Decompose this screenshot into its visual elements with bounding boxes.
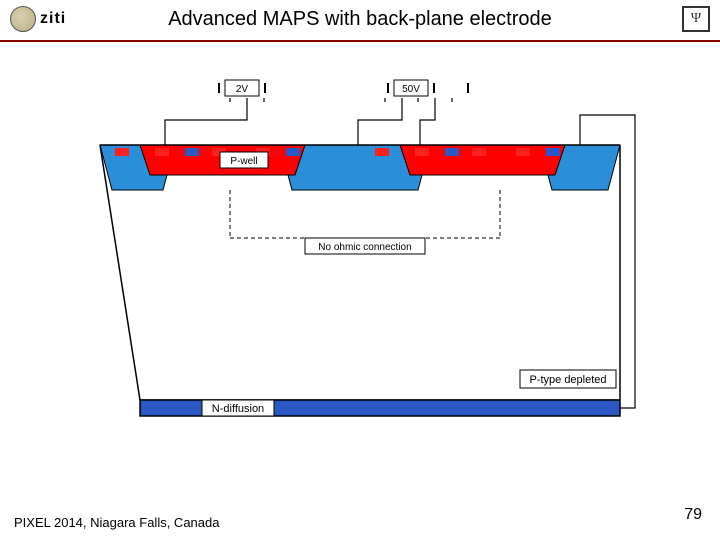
page-title: Advanced MAPS with back-plane electrode	[0, 8, 720, 31]
svg-text:2V: 2V	[236, 84, 249, 95]
svg-text:P-type depleted: P-type depleted	[529, 374, 606, 386]
header-rule	[0, 40, 720, 42]
footer-venue: PIXEL 2014, Niagara Falls, Canada	[14, 515, 219, 530]
diagram: P-well No ohmic connection P-type depleted…	[80, 60, 640, 460]
svg-text:P-well: P-well	[230, 156, 257, 167]
svg-text:N-diffusion: N-diffusion	[212, 403, 264, 415]
svg-text:No ohmic connection: No ohmic connection	[318, 242, 411, 253]
header: ziti Advanced MAPS with back-plane elect…	[0, 0, 720, 40]
svg-text:50V: 50V	[402, 84, 420, 95]
diagram-svg: P-well No ohmic connection P-type depleted…	[80, 60, 640, 460]
page-number: 79	[684, 506, 702, 524]
logo-right-icon: Ψ	[682, 6, 710, 32]
slide: ziti Advanced MAPS with back-plane elect…	[0, 0, 720, 540]
